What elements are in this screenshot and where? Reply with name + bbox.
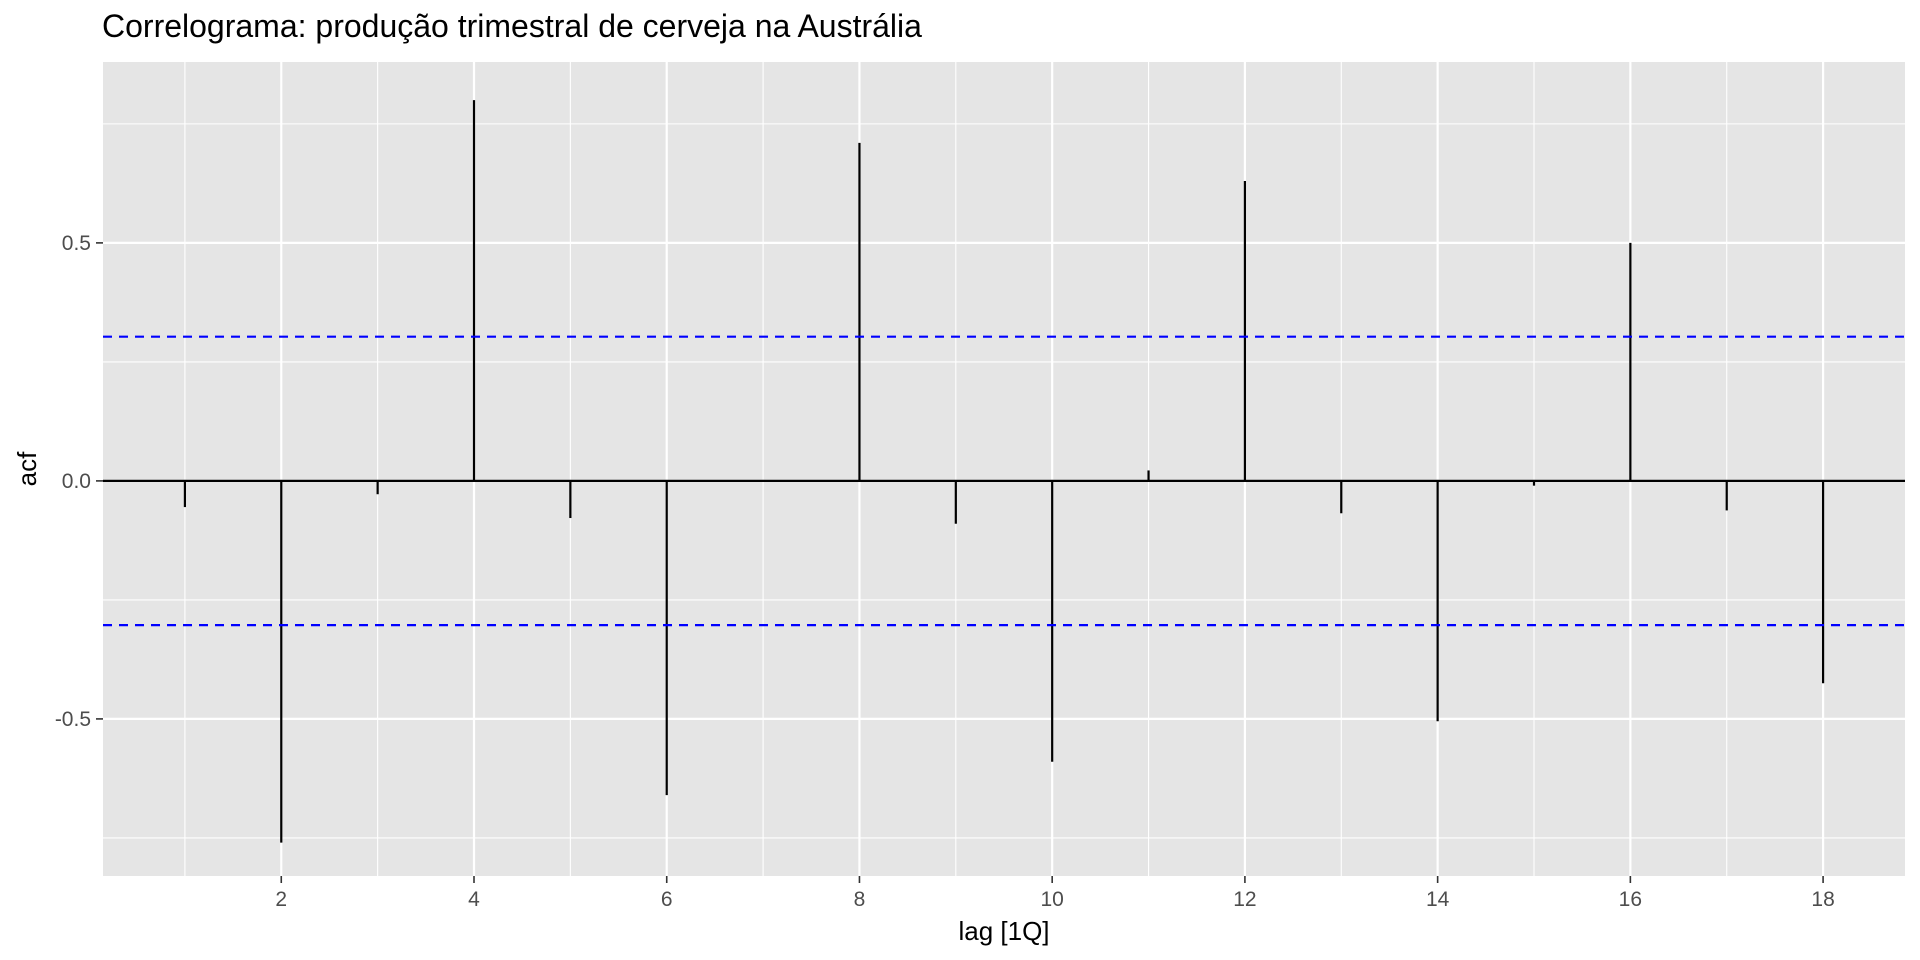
y-tick-label: -0.5 <box>55 708 91 731</box>
chart-title: Correlograma: produção trimestral de cer… <box>102 8 922 44</box>
y-tick-label: 0.0 <box>62 470 91 493</box>
x-tick-label: 8 <box>854 888 866 911</box>
minor-gridlines <box>103 62 1905 876</box>
y-axis-title: acf <box>12 451 42 486</box>
x-tick-label: 18 <box>1811 888 1834 911</box>
y-tick-label: 0.5 <box>62 232 91 255</box>
y-axis-ticks: -0.5 0.0 0.5 <box>55 232 103 731</box>
x-tick-label: 16 <box>1619 888 1642 911</box>
x-tick-label: 4 <box>468 888 480 911</box>
confidence-bounds <box>103 335 1905 627</box>
x-tick-label: 10 <box>1041 888 1064 911</box>
x-tick-label: 12 <box>1233 888 1256 911</box>
x-tick-label: 2 <box>275 888 287 911</box>
acf-bars <box>183 100 1825 843</box>
x-axis-title: lag [1Q] <box>958 916 1049 946</box>
x-tick-label: 6 <box>661 888 673 911</box>
x-tick-label: 14 <box>1426 888 1450 911</box>
plot-panel <box>103 62 1905 876</box>
x-axis-ticks: 2 4 6 8 10 12 14 16 18 <box>275 876 1835 911</box>
